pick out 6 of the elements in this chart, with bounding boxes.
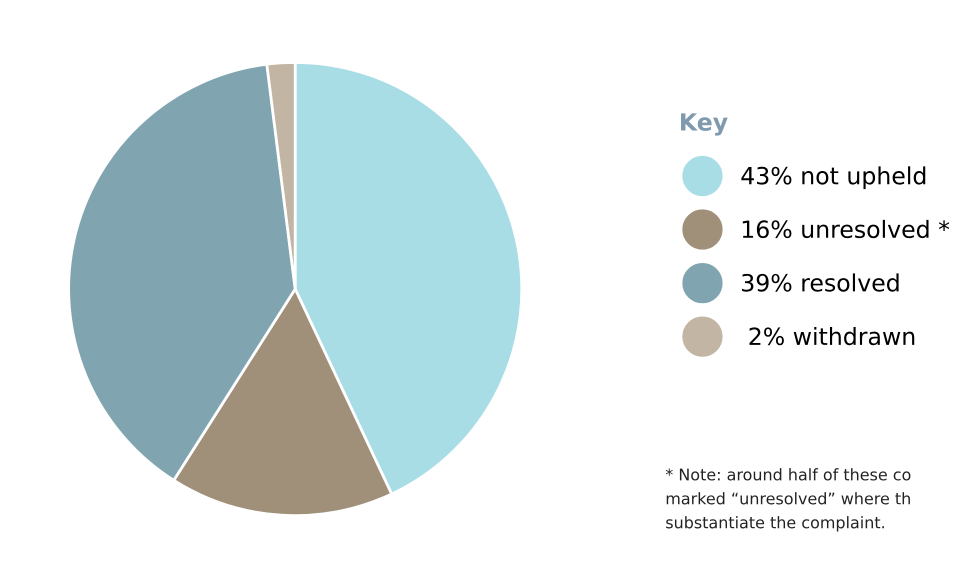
legend-label: 16% unresolved * xyxy=(742,220,950,238)
legend-label: 39% resolved xyxy=(742,273,899,292)
legend-label: 2% withdrawn xyxy=(749,326,914,346)
text: * Note: around half of these co marked “unresolved” where th substantiate the complaint. xyxy=(666,468,910,532)
legend-title: Key xyxy=(681,113,728,136)
legend-label: 43% not upheld xyxy=(741,166,926,190)
